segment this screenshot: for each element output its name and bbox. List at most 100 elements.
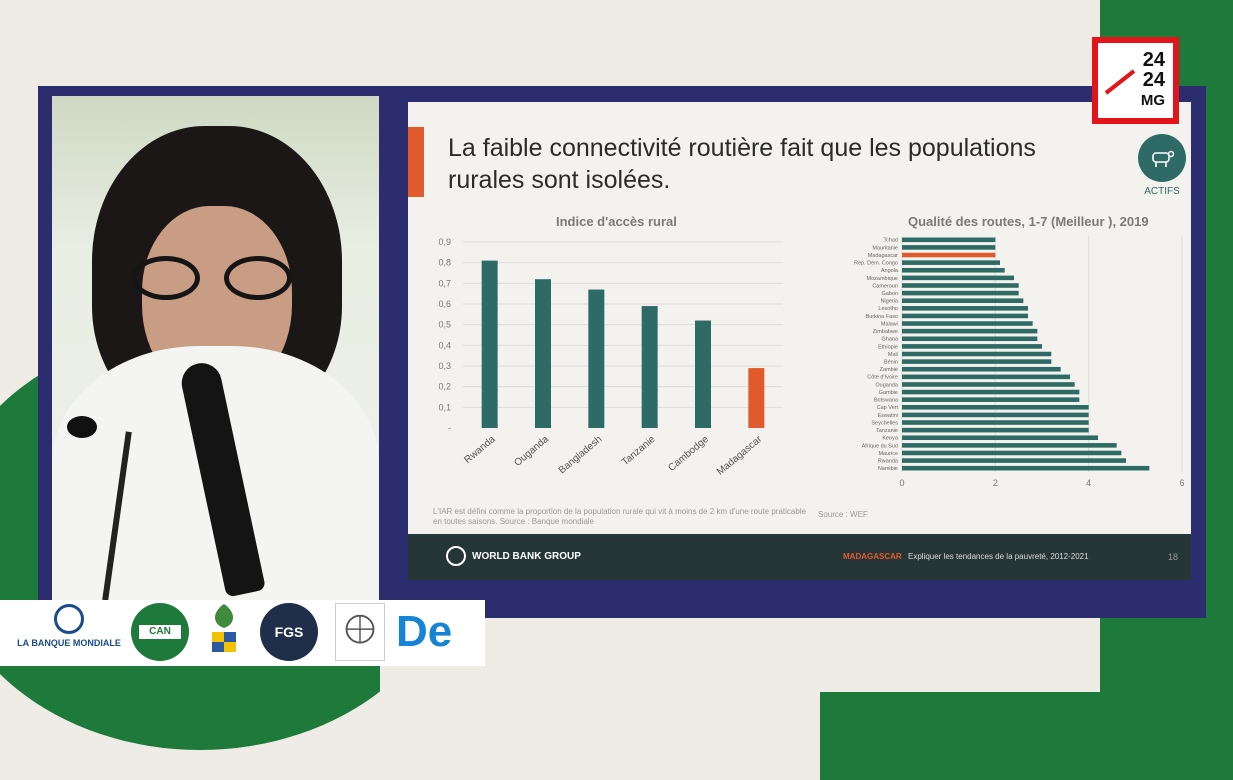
fgs-logo: FGS	[260, 603, 318, 661]
y-tick-label: Zambie	[880, 367, 898, 373]
right-chart-title: Qualité des routes, 1-7 (Meilleur ), 201…	[908, 214, 1149, 229]
chart-footnote: L'IAR est défini comme la proportion de …	[433, 507, 807, 526]
bar	[902, 252, 996, 258]
bar	[641, 306, 658, 428]
bar	[695, 320, 711, 428]
left-chart-title: Indice d'accès rural	[556, 214, 677, 229]
bar	[902, 465, 1150, 471]
bar	[902, 267, 1005, 273]
y-tick-label: Nigeria	[881, 299, 899, 305]
bar	[902, 321, 1033, 326]
bar	[588, 289, 605, 428]
y-tick-label: Gambie	[879, 390, 898, 396]
y-tick-label: Angola	[881, 268, 899, 274]
bar	[481, 260, 498, 428]
bar	[902, 366, 1061, 372]
y-tick-label: Afrique du Sud	[862, 443, 898, 449]
bar	[902, 359, 1052, 364]
page-number: 18	[1168, 552, 1179, 562]
y-tick-label: Madagascar	[868, 253, 898, 259]
y-tick-label: Maurice	[878, 451, 898, 457]
bar	[902, 344, 1042, 349]
bar	[902, 458, 1126, 463]
actifs-label: ACTIFS	[1144, 186, 1180, 197]
bar	[902, 382, 1075, 387]
y-tick-label: Kenya	[882, 436, 899, 442]
bar	[902, 237, 996, 243]
world-bank-group-logo: WORLD BANK GROUP	[446, 546, 581, 566]
bar	[902, 427, 1089, 433]
y-tick-label: 0,9	[438, 237, 451, 247]
bar	[902, 389, 1080, 395]
2424mg-logo: 24 24 MG	[1092, 37, 1179, 124]
logo-text: MG	[1140, 92, 1165, 109]
y-tick-label: Lesotho	[878, 306, 898, 312]
bar	[902, 275, 1014, 281]
bar	[535, 279, 551, 428]
logo-label: LA BANQUE MONDIALE	[17, 638, 121, 648]
slide-title: La faible connectivité routière fait que…	[448, 134, 1036, 194]
y-tick-label: Seychelles	[871, 420, 898, 426]
bar	[902, 374, 1070, 380]
x-tick-label: Tanzanie	[620, 434, 658, 468]
x-tick-label: 4	[1086, 478, 1091, 488]
y-tick-label: Mali	[888, 352, 898, 358]
bar	[902, 405, 1089, 410]
microphone-icon	[67, 416, 97, 438]
emblem-logo	[212, 604, 236, 652]
bar	[902, 313, 1028, 319]
logo-text: 24	[1142, 69, 1165, 91]
bar	[748, 368, 765, 428]
y-tick-label: Cap Vert	[877, 405, 899, 411]
y-tick-label: 0,1	[438, 402, 451, 412]
y-tick-label: Malawi	[881, 321, 898, 327]
globe-icon	[446, 546, 466, 566]
bar	[902, 443, 1117, 448]
cow-icon	[1152, 150, 1174, 167]
y-tick-label: 0,4	[438, 340, 451, 350]
y-tick-label: Tchad	[883, 238, 898, 244]
bar	[902, 260, 1000, 265]
partner-logos-bar: LA BANQUE MONDIALE CAN FGS De	[0, 600, 485, 666]
y-tick-label: Botswana	[874, 398, 899, 404]
chart-source: Source : WEF	[818, 510, 868, 519]
x-tick-label: Madagascar	[715, 433, 765, 477]
logo-text: 24	[1142, 49, 1165, 71]
y-tick-label: Ghana	[881, 337, 898, 343]
bar	[902, 412, 1089, 418]
y-tick-label: Mauritanie	[872, 245, 898, 251]
bar	[902, 245, 996, 250]
bar	[902, 420, 1089, 425]
actifs-badge	[1138, 134, 1186, 182]
bar	[902, 298, 1024, 303]
y-tick-label: Bénin	[884, 360, 898, 366]
y-tick-label: Eswatini	[878, 413, 898, 419]
slide-footer: WORLD BANK GROUP MADAGASCAR Expliquer le…	[408, 534, 1191, 580]
presentation-slide: La faible connectivité routière fait que…	[408, 102, 1191, 580]
y-tick-label: 0,3	[438, 361, 451, 371]
y-tick-label: 0,6	[438, 299, 451, 309]
bar	[902, 283, 1019, 288]
y-tick-label: Ouganda	[875, 382, 899, 388]
y-tick-label: Ethiopie	[878, 344, 898, 350]
bar	[902, 306, 1028, 311]
banque-mondiale-logo: LA BANQUE MONDIALE	[14, 604, 124, 662]
y-tick-label: Namibie	[878, 466, 898, 472]
y-tick-label: 0,7	[438, 278, 451, 288]
x-tick-label: 6	[1179, 478, 1184, 488]
y-tick-label: 0,8	[438, 258, 451, 268]
footer-org: WORLD BANK GROUP	[472, 550, 581, 562]
madagascar-can-logo: CAN	[131, 603, 189, 661]
x-tick-label: Cambodge	[666, 434, 711, 474]
y-tick-label: Rép. Dém. Congo	[854, 261, 898, 267]
globe-icon	[54, 604, 84, 634]
speaker-video	[52, 96, 379, 600]
x-tick-label: Bangladesh	[557, 434, 605, 476]
arrow-icon	[1104, 69, 1136, 95]
y-tick-label: Rwanda	[878, 458, 899, 464]
y-tick-label: Gabon	[881, 291, 898, 297]
x-tick-label: Ouganda	[512, 434, 551, 469]
y-tick-label: Côte d'Ivoire	[867, 375, 898, 381]
y-tick-label: Cameroun	[872, 283, 898, 289]
